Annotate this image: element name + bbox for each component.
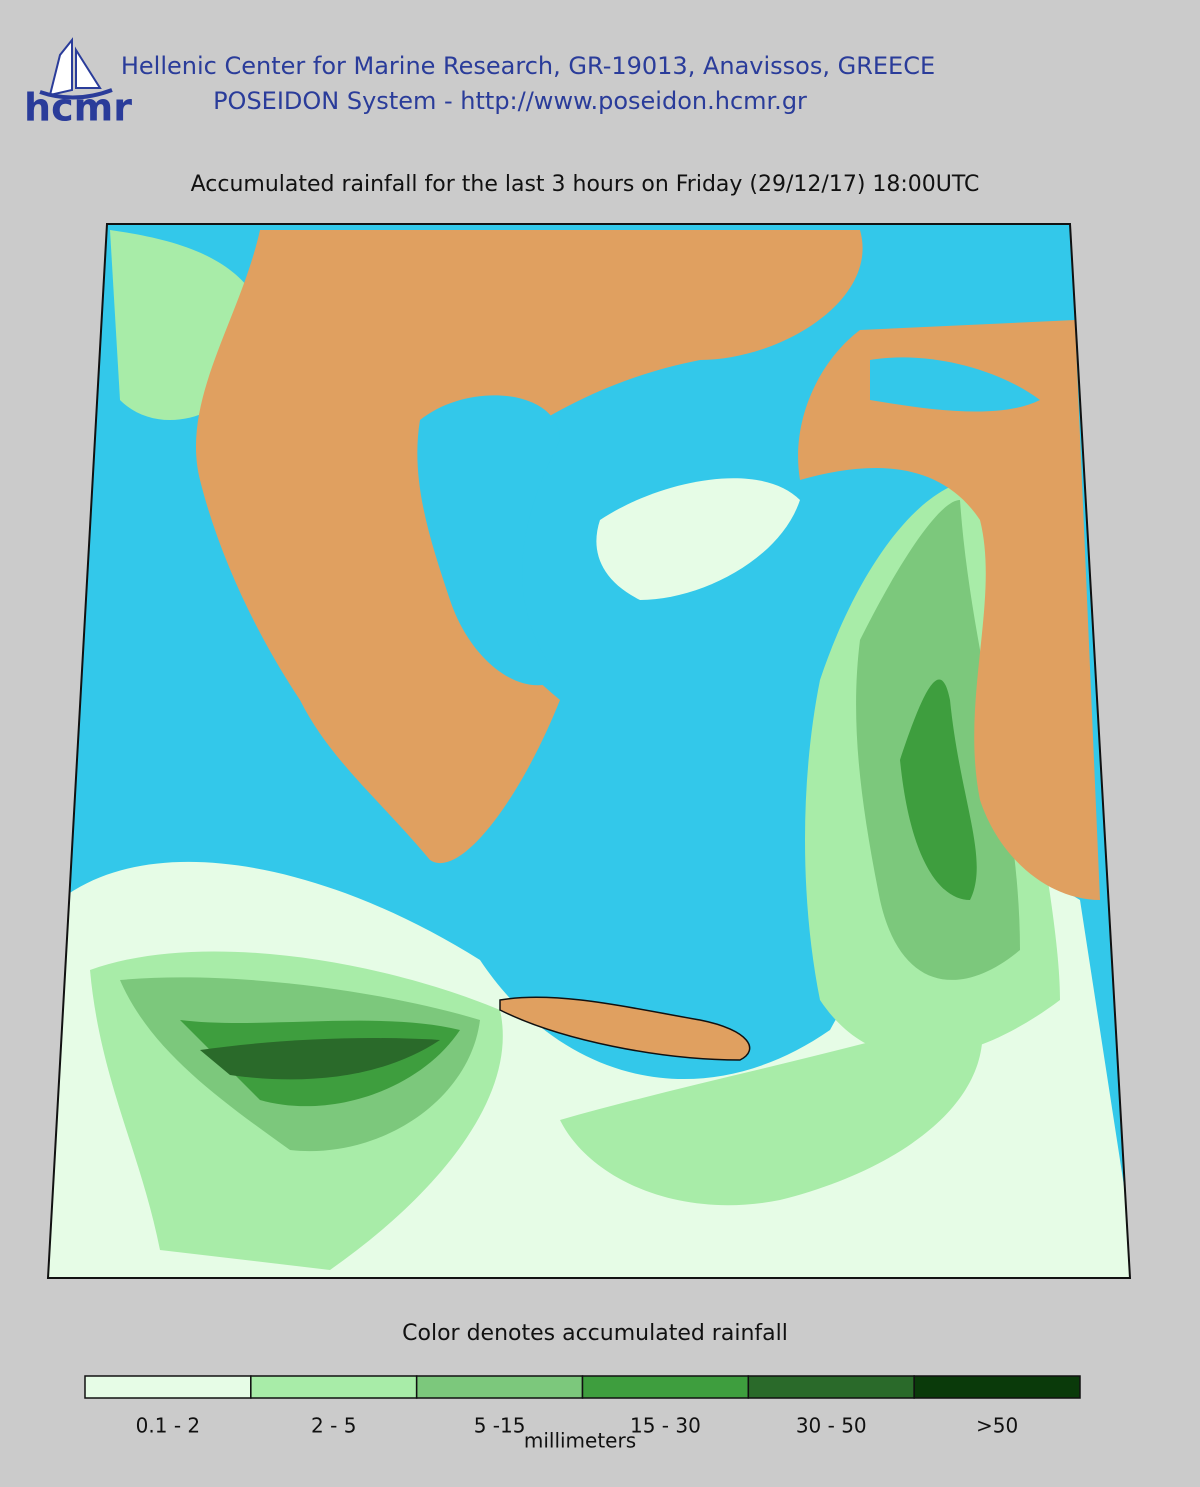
logo-hull [39,88,113,100]
legend-label: 2 - 5 [311,1414,356,1438]
legend-label: 0.1 - 2 [136,1414,200,1438]
legend-swatch [581,1375,750,1399]
caption: Color denotes accumulated rainfall [402,1321,788,1346]
rain-area [560,1010,983,1206]
legend-label: 5 -15 [474,1414,526,1438]
legend-unit: millimeters [524,1429,636,1453]
legend-swatch [913,1375,1081,1399]
logo: hcmr [24,37,132,130]
logo-sail [48,37,102,97]
land [195,230,863,864]
legend-label: >50 [976,1414,1018,1438]
rain-area [596,478,800,600]
legend: 0.1 - 2 2 - 5 5 -15 15 - 30 30 - 50 >50 [84,1375,1081,1438]
rain-area [900,679,977,900]
sea-marmara [870,357,1040,412]
map-title: Accumulated rainfall for the last 3 hour… [191,172,980,197]
map-frame [46,223,1132,1279]
legend-swatch [747,1375,915,1399]
header-line: POSEIDON System - http://www.poseidon.hc… [213,87,807,115]
legend-swatch [250,1375,418,1399]
legend-swatch [84,1375,252,1399]
crete [499,996,751,1061]
legend-label: 30 - 50 [796,1414,867,1438]
rain-area [200,1038,440,1080]
map [48,224,1130,1278]
logo-text: hcmr [24,86,132,130]
legend-swatch [415,1375,584,1399]
legend-label: 15 - 30 [630,1414,701,1438]
gulf [417,395,560,686]
header-line: Hellenic Center for Marine Research, GR-… [121,52,935,80]
land [798,320,1100,900]
